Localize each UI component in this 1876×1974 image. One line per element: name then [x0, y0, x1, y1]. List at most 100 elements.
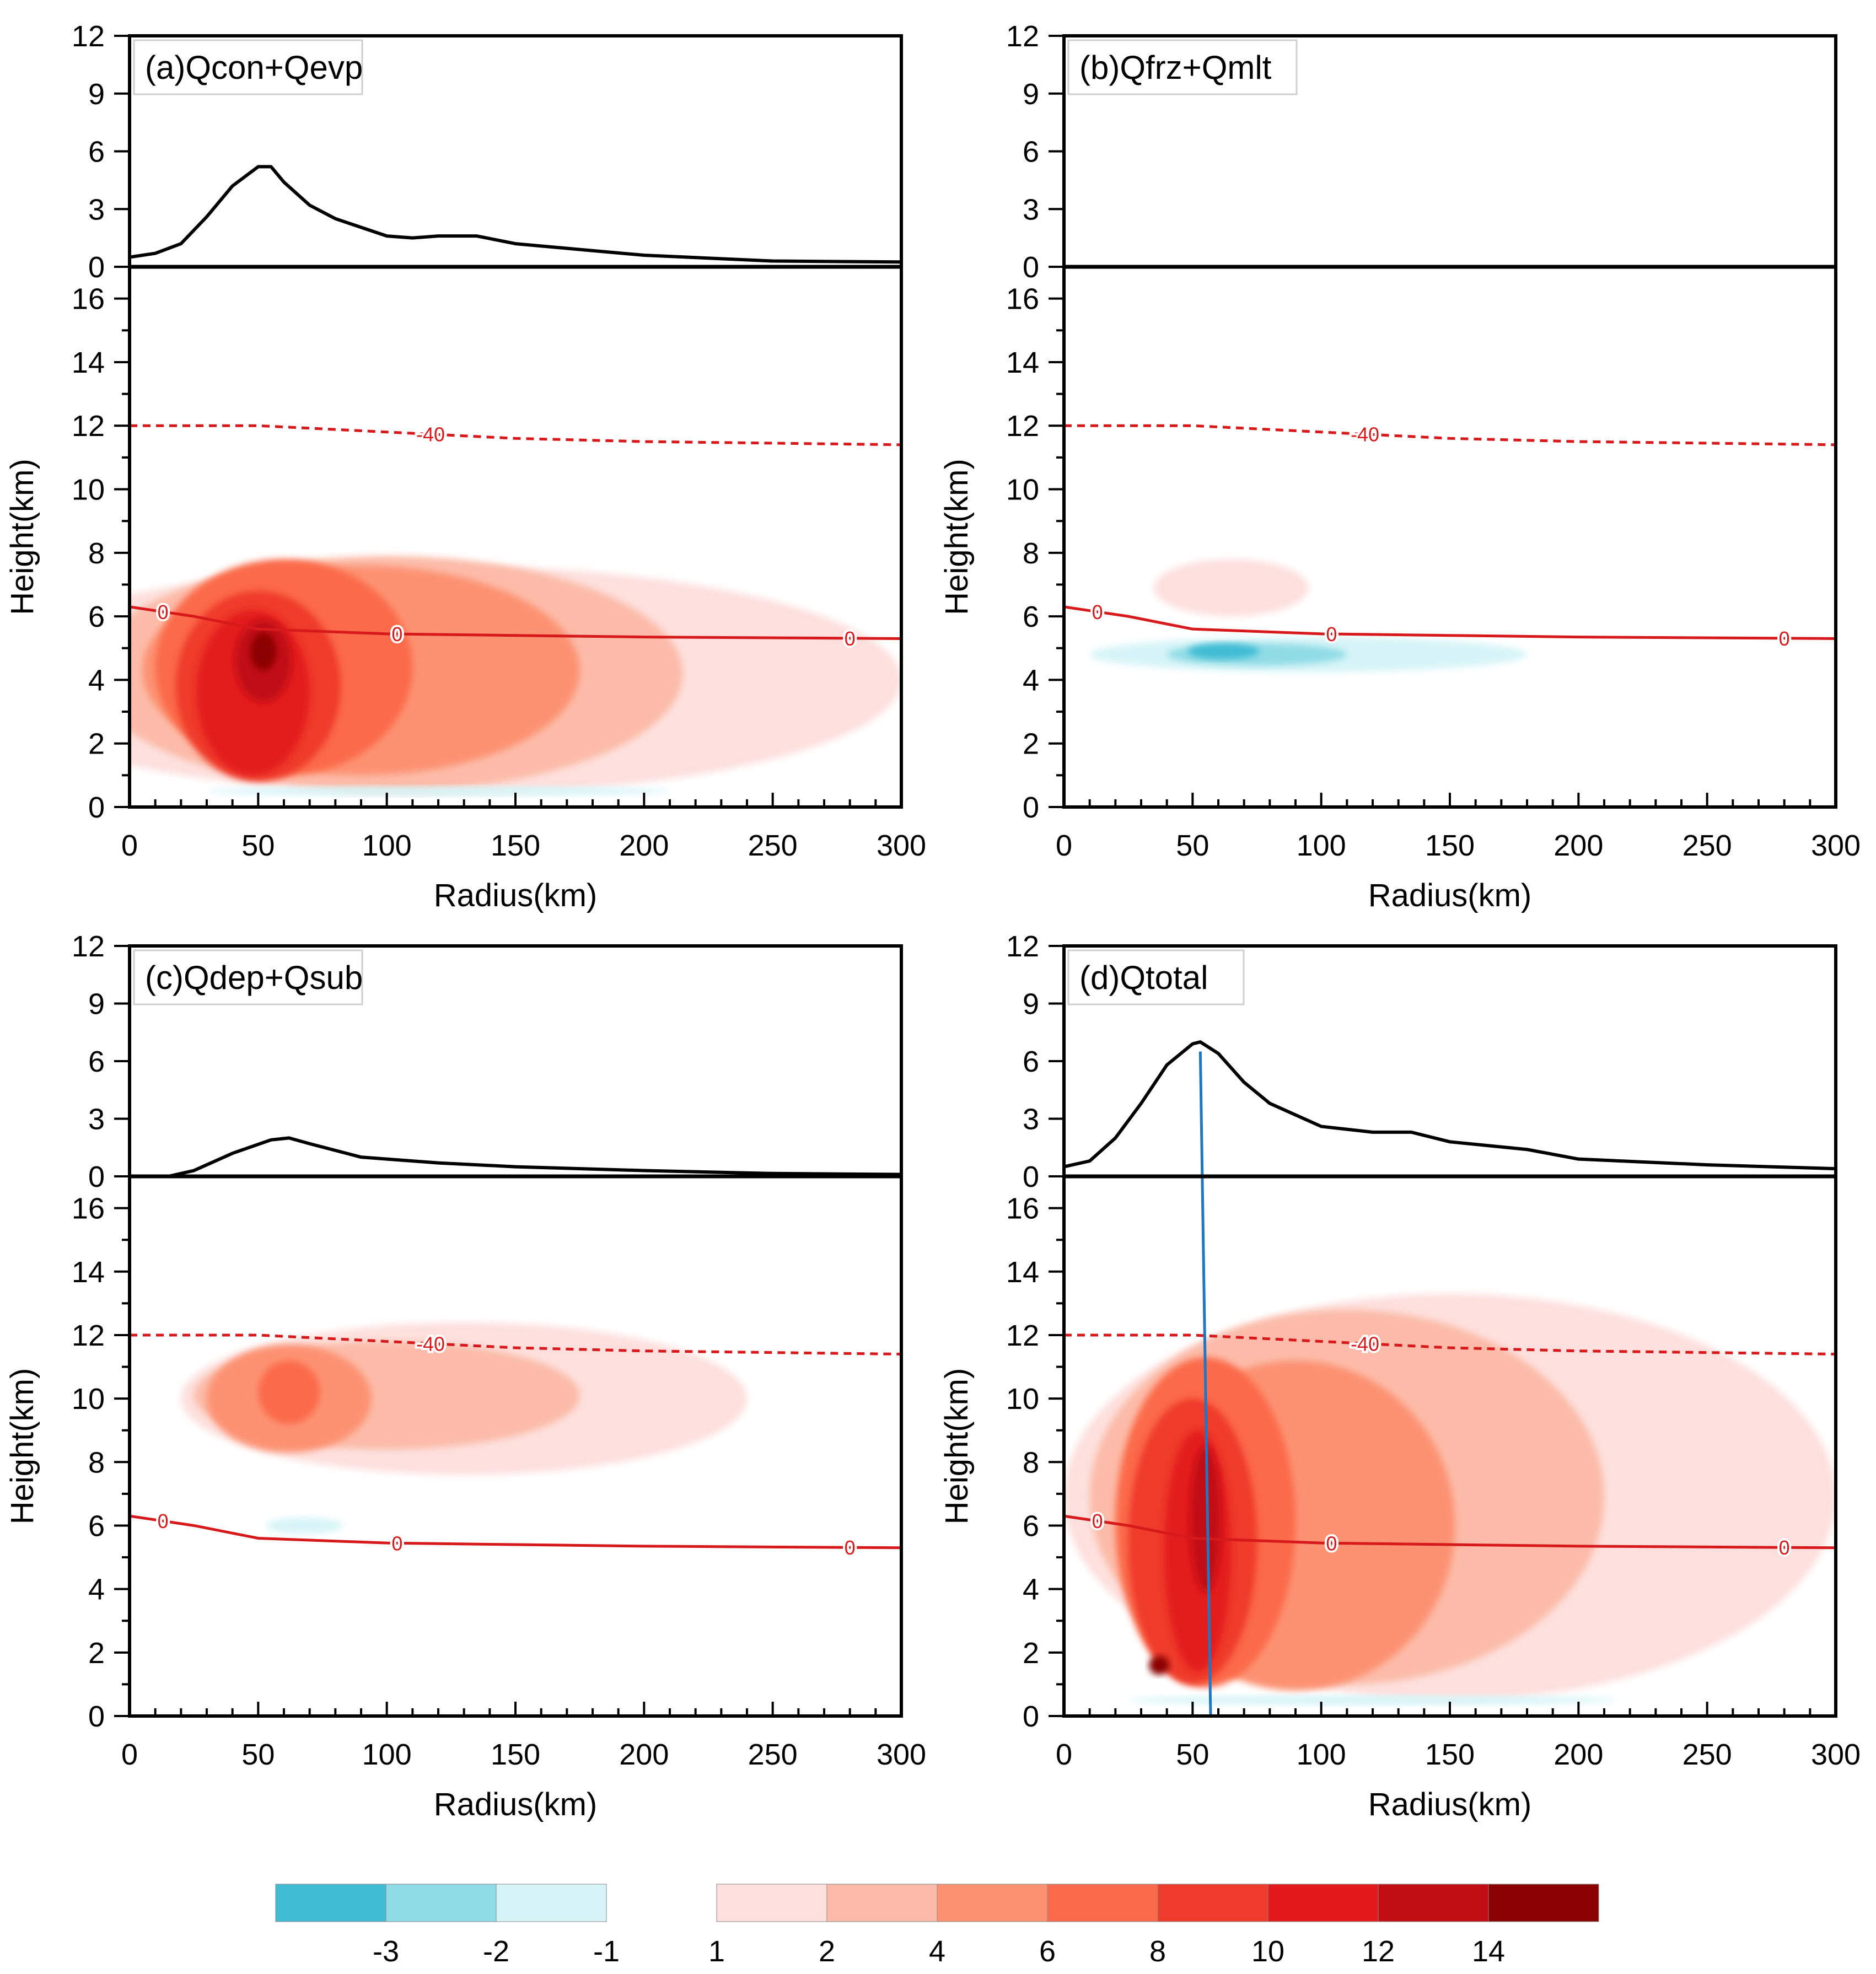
y-tick-label: 2 — [1023, 728, 1039, 761]
contour-label: -40 — [416, 423, 445, 446]
x-tick-label: 200 — [619, 829, 669, 862]
panel-title: (a)Qcon+Qevp — [133, 39, 363, 95]
panel-title-text: (d)Qtotal — [1079, 959, 1208, 996]
top-y-tick-label: 6 — [1023, 136, 1039, 169]
x-tick-label: 300 — [1811, 829, 1861, 862]
colorbar-swatch-neg — [496, 1884, 607, 1922]
colorbar-label-pos: 10 — [1251, 1935, 1284, 1968]
y-tick-label: 6 — [1023, 1509, 1039, 1542]
contour-zero-line — [130, 1514, 901, 1550]
x-tick-label: 200 — [1554, 829, 1603, 862]
x-tick-label: 0 — [1056, 829, 1072, 862]
contour-minus40-line — [130, 1333, 901, 1356]
top-y-tick-label: 3 — [88, 1103, 105, 1136]
y-tick-label: 6 — [1023, 600, 1039, 633]
x-tick-label: 100 — [362, 829, 412, 862]
contour-label: 0 — [158, 601, 169, 623]
panel-title-box — [1067, 949, 1245, 1005]
colorbar-swatch-pos — [826, 1884, 938, 1922]
shaded-region-level-neg1 — [266, 1518, 343, 1534]
y-tick-label: 14 — [1006, 346, 1039, 379]
x-tick-label: 100 — [362, 1738, 412, 1771]
colorbar: -3 -2 -1 1 2 4 6 8 10 12 14 — [275, 1884, 1599, 1968]
shaded-region-level-6 — [258, 1360, 320, 1424]
x-tick-label: 150 — [1425, 1738, 1475, 1771]
contour-zero-line — [1064, 605, 1836, 640]
y-tick-label: 10 — [1006, 1383, 1039, 1416]
y-tick-label: 10 — [72, 1383, 105, 1416]
top-y-tick-label: 3 — [88, 193, 105, 226]
contour-zero-line — [130, 605, 901, 640]
y-tick-label: 10 — [72, 474, 105, 507]
top-y-tick-label: 0 — [1023, 251, 1039, 284]
x-tick-label: 150 — [491, 829, 540, 862]
y-tick-label: 6 — [88, 600, 105, 633]
top-y-tick-label: 3 — [1023, 193, 1039, 226]
x-tick-label: 0 — [121, 829, 138, 862]
x-tick-label: 0 — [1056, 1738, 1072, 1771]
y-tick-label: 0 — [1023, 791, 1039, 824]
y-tick-label: 8 — [88, 537, 105, 570]
y-tick-label: 14 — [72, 1256, 105, 1289]
contour-label: -40 — [1351, 423, 1379, 446]
x-axis-label: Radius(km) — [1368, 878, 1532, 913]
colorbar-swatch-neg — [385, 1884, 497, 1922]
y-tick-label: 8 — [88, 1446, 105, 1479]
panel-title-text: (c)Qdep+Qsub — [145, 959, 363, 996]
y-tick-label: 6 — [88, 1509, 105, 1542]
y-tick-label: 12 — [72, 1319, 105, 1352]
y-axis-label: Height(km) — [939, 459, 975, 615]
y-tick-label: 4 — [88, 664, 105, 697]
x-tick-label: 50 — [1176, 829, 1209, 862]
panel-title: (d)Qtotal — [1067, 949, 1245, 1005]
y-tick-label: 16 — [72, 1192, 105, 1225]
contour-zero-line — [1064, 1514, 1836, 1550]
contour-label: 0 — [1779, 627, 1790, 650]
panel-title-box — [133, 39, 363, 95]
profile-line — [1063, 1040, 1836, 1171]
y-tick-label: 2 — [88, 1637, 105, 1670]
contour-label: 0 — [391, 623, 402, 646]
panel-title: (b)Qfrz+Qmlt — [1067, 39, 1298, 95]
y-tick-label: 12 — [1006, 1319, 1039, 1352]
x-tick-label: 50 — [241, 829, 275, 862]
top-y-tick-label: 0 — [88, 251, 105, 284]
y-tick-label: 2 — [88, 728, 105, 761]
top-y-tick-label: 6 — [88, 136, 105, 169]
colorbar-swatch-pos — [1157, 1884, 1268, 1922]
x-tick-label: 100 — [1297, 829, 1346, 862]
top-y-tick-label: 9 — [88, 78, 105, 111]
x-tick-label: 300 — [877, 1738, 926, 1771]
y-tick-label: 12 — [72, 410, 105, 443]
top-y-tick-label: 6 — [88, 1045, 105, 1078]
top-y-tick-label: 12 — [1006, 930, 1039, 963]
contour-label: 0 — [845, 1536, 856, 1559]
x-tick-label: 200 — [1554, 1738, 1603, 1771]
contour-label: -40 — [416, 1332, 445, 1355]
colorbar-swatch-pos — [1047, 1884, 1158, 1922]
top-y-tick-label: 9 — [88, 988, 105, 1021]
x-axis-label: Radius(km) — [434, 878, 598, 913]
y-tick-label: 14 — [1006, 1256, 1039, 1289]
colorbar-swatch-pos — [937, 1884, 1048, 1922]
contour-label: 0 — [845, 627, 856, 650]
shaded-region-level-neg1 — [207, 786, 670, 796]
panel-title: (c)Qdep+Qsub — [133, 949, 363, 1005]
colorbar-label-pos: 14 — [1472, 1935, 1505, 1968]
colorbar-label-neg: -3 — [373, 1935, 399, 1968]
panel-title-box — [1067, 39, 1298, 95]
top-y-tick-label: 12 — [72, 930, 105, 963]
colorbar-swatch-pos — [1378, 1884, 1489, 1922]
contour-label: 0 — [391, 1532, 402, 1555]
x-tick-label: 200 — [619, 1738, 669, 1771]
contour-label: 0 — [1092, 601, 1103, 623]
shaded-region-level-14 — [1149, 1655, 1170, 1675]
shading-group — [130, 556, 901, 796]
profile-line — [130, 1136, 902, 1178]
y-tick-label: 0 — [88, 1700, 105, 1733]
y-tick-label: 16 — [1006, 1192, 1039, 1225]
y-tick-label: 16 — [72, 283, 105, 316]
y-tick-label: 14 — [72, 346, 105, 379]
